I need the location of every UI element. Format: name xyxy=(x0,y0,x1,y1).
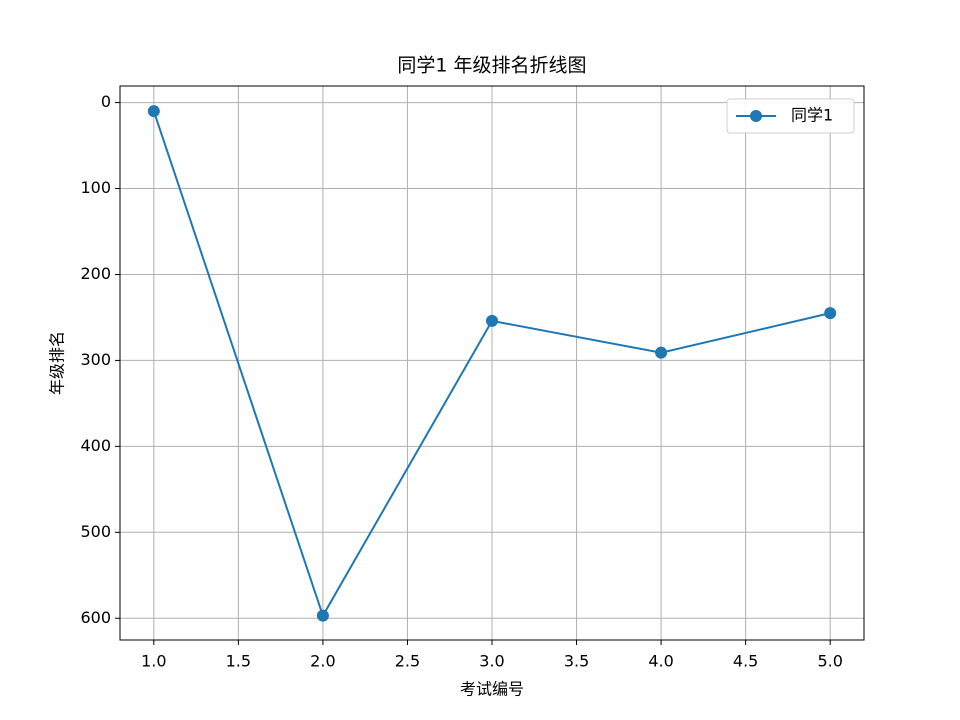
legend-label: 同学1 xyxy=(791,106,833,125)
y-tick-label: 200 xyxy=(80,264,111,283)
legend-marker xyxy=(750,110,762,122)
y-axis-label: 年级排名 xyxy=(48,331,67,395)
point xyxy=(824,307,837,320)
x-tick-label: 4.5 xyxy=(733,652,758,671)
x-tick-label: 2.5 xyxy=(395,652,420,671)
point xyxy=(655,346,668,359)
x-axis-label: 考试编号 xyxy=(460,680,524,699)
chart-title: 同学1 年级排名折线图 xyxy=(397,55,586,77)
y-tick-label: 400 xyxy=(80,436,111,455)
x-tick-label: 3.0 xyxy=(479,652,504,671)
y-tick-label: 500 xyxy=(80,522,111,541)
point xyxy=(316,609,329,622)
x-tick-label: 4.0 xyxy=(648,652,673,671)
x-tick-label: 3.5 xyxy=(564,652,589,671)
plot-frame xyxy=(119,85,865,641)
y-tick-label: 600 xyxy=(80,608,111,627)
x-tick-label: 1.5 xyxy=(226,652,251,671)
x-tick-label: 2.0 xyxy=(310,652,335,671)
y-tick-label: 0 xyxy=(101,92,111,111)
y-tick-label: 100 xyxy=(80,178,111,197)
y-tick-label: 300 xyxy=(80,350,111,369)
x-tick-label: 5.0 xyxy=(817,652,842,671)
x-tick-label: 1.0 xyxy=(141,652,166,671)
point xyxy=(147,105,160,118)
point xyxy=(486,314,498,327)
legend-box xyxy=(726,98,855,134)
